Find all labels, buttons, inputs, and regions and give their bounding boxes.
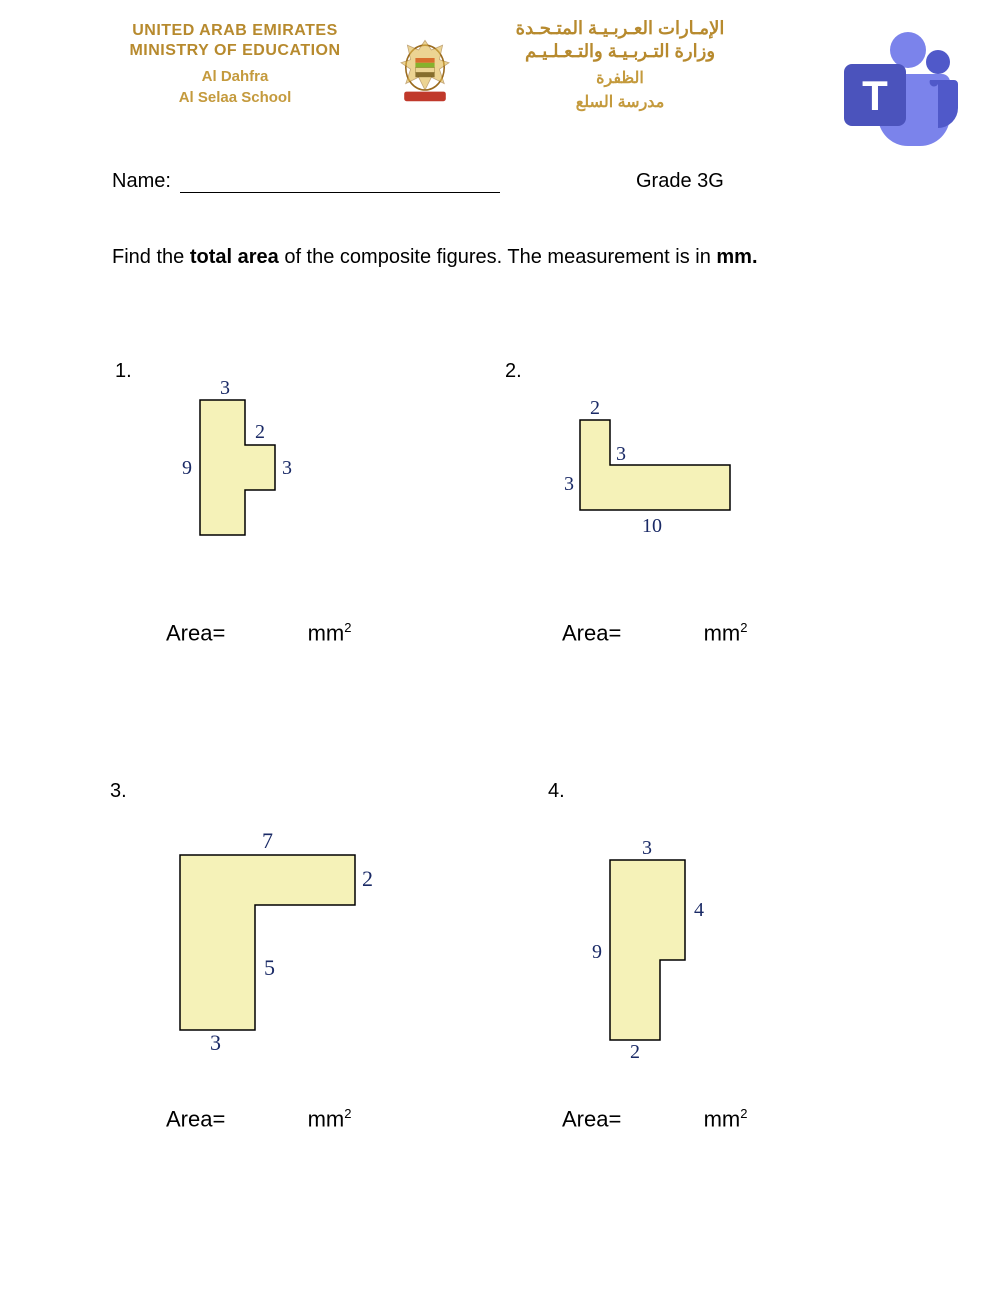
header-english: UNITED ARAB EMIRATES MINISTRY OF EDUCATI…	[115, 22, 355, 106]
fig3-dim-mid: 5	[264, 955, 275, 980]
problem-3-number: 3.	[110, 780, 127, 803]
figure-2: 2 3 3 10	[530, 390, 790, 550]
problem-2-number: 2.	[505, 360, 522, 383]
name-label: Name:	[112, 170, 171, 192]
instr-pre: Find the	[112, 246, 190, 268]
hdr-en-line3: Al Dahfra	[115, 68, 355, 85]
hdr-ar-line3: الظفرة	[490, 68, 750, 88]
problem-1-number: 1.	[115, 360, 132, 383]
area-label-3: Area=	[166, 1106, 225, 1131]
fig4-dim-top: 3	[642, 837, 652, 859]
fig2-dim-left: 3	[564, 473, 574, 495]
area-line-4: Area= mm2	[562, 1106, 747, 1132]
fig2-dim-bottom: 10	[642, 515, 662, 537]
fig2-dim-top: 2	[590, 397, 600, 419]
instr-bold2: mm.	[716, 246, 757, 268]
fig4-dim-bottom: 2	[630, 1041, 640, 1060]
fig3-dim-bottom: 3	[210, 1030, 221, 1050]
hdr-en-line4: Al Selaa School	[115, 89, 355, 106]
hdr-en-line2: MINISTRY OF EDUCATION	[115, 42, 355, 60]
fig4-dim-right: 4	[694, 899, 704, 921]
area-line-1: Area= mm2	[166, 620, 351, 646]
problem-4-number: 4.	[548, 780, 565, 803]
shape-4	[610, 860, 685, 1040]
fig3-dim-top: 7	[262, 828, 273, 853]
uae-emblem-icon	[380, 26, 470, 106]
area-unit-2: mm	[704, 620, 741, 645]
fig2-dim-inner: 3	[616, 443, 626, 465]
header: UNITED ARAB EMIRATES MINISTRY OF EDUCATI…	[0, 18, 1000, 138]
grade-label: Grade 3G	[636, 170, 724, 193]
instr-mid: of the composite figures. The measuremen…	[279, 246, 717, 268]
hdr-ar-line1: الإمـارات العـربـيـة المتـحـدة	[490, 18, 750, 39]
figure-4: 3 4 9 2	[550, 830, 770, 1060]
area-line-3: Area= mm2	[166, 1106, 351, 1132]
svg-text:T: T	[862, 72, 888, 119]
fig3-dim-right: 2	[362, 866, 373, 891]
fig4-dim-left: 9	[592, 941, 602, 963]
figure-1: 3 2 3 9	[150, 370, 350, 600]
header-arabic: الإمـارات العـربـيـة المتـحـدة وزارة الت…	[490, 18, 750, 112]
area-unit-1: mm	[308, 620, 345, 645]
instruction: Find the total area of the composite fig…	[112, 246, 758, 269]
fig1-dim-left: 9	[182, 457, 192, 479]
hdr-ar-line4: مدرسة السلع	[490, 92, 750, 112]
worksheet-page: UNITED ARAB EMIRATES MINISTRY OF EDUCATI…	[0, 0, 1000, 1291]
area-line-2: Area= mm2	[562, 620, 747, 646]
hdr-en-line1: UNITED ARAB EMIRATES	[115, 22, 355, 40]
shape-3	[180, 855, 355, 1030]
hdr-ar-line2: وزارة التـربـيـة والتـعـلـيـم	[490, 41, 750, 62]
area-label-1: Area=	[166, 620, 225, 645]
area-label-2: Area=	[562, 620, 621, 645]
figure-3: 7 2 5 3	[110, 820, 390, 1050]
area-label-4: Area=	[562, 1106, 621, 1131]
ms-teams-icon: T	[820, 28, 960, 158]
area-unit-4: mm	[704, 1106, 741, 1131]
fig1-dim-notchw: 2	[255, 421, 265, 443]
fig1-dim-notchh: 3	[282, 457, 292, 479]
name-line: Name:	[112, 170, 500, 193]
fig1-dim-top: 3	[220, 377, 230, 399]
name-blank[interactable]	[180, 192, 500, 193]
area-unit-3: mm	[308, 1106, 345, 1131]
instr-bold1: total area	[190, 246, 279, 268]
shape-2	[580, 420, 730, 510]
